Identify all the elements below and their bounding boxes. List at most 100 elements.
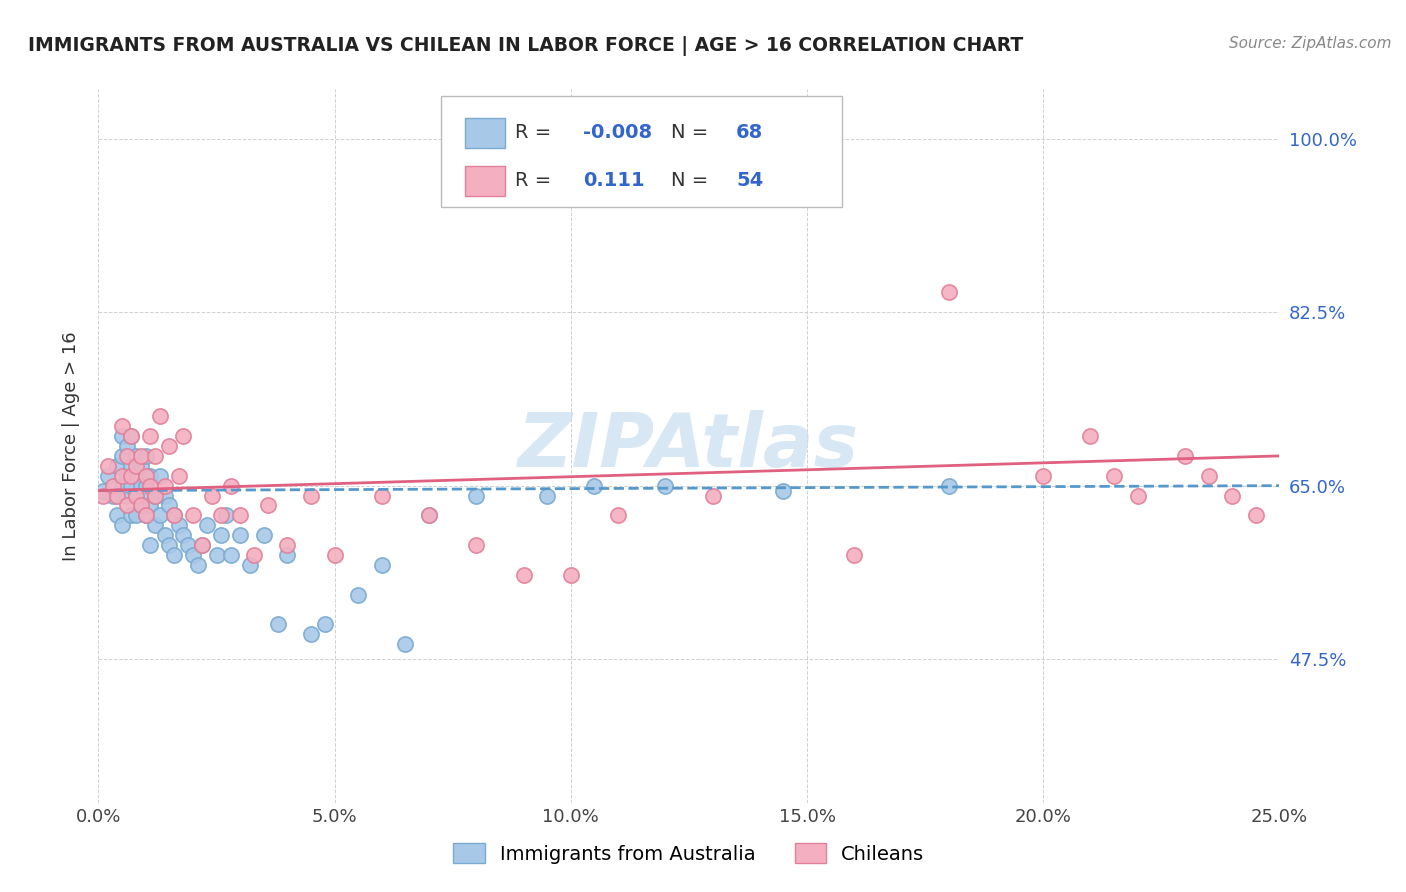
- Text: Source: ZipAtlas.com: Source: ZipAtlas.com: [1229, 36, 1392, 51]
- Point: [1032, 468, 1054, 483]
- Point: [215, 508, 238, 523]
- Point: [149, 409, 172, 424]
- Point: [121, 468, 143, 483]
- Point: [125, 468, 148, 483]
- Text: N =: N =: [671, 171, 714, 190]
- Point: [314, 617, 336, 632]
- Point: [149, 468, 172, 483]
- Point: [135, 449, 157, 463]
- Point: [111, 518, 134, 533]
- Point: [1174, 449, 1197, 463]
- Point: [111, 468, 134, 483]
- Point: [125, 489, 148, 503]
- Point: [257, 499, 280, 513]
- Point: [97, 458, 120, 473]
- Point: [253, 528, 276, 542]
- FancyBboxPatch shape: [464, 118, 505, 148]
- Y-axis label: In Labor Force | Age > 16: In Labor Force | Age > 16: [62, 331, 80, 561]
- Point: [1220, 489, 1243, 503]
- Point: [121, 508, 143, 523]
- Point: [157, 439, 180, 453]
- Point: [209, 508, 232, 523]
- Point: [135, 508, 157, 523]
- Point: [583, 478, 606, 492]
- Legend: Immigrants from Australia, Chileans: Immigrants from Australia, Chileans: [446, 836, 932, 871]
- Point: [195, 518, 218, 533]
- Point: [1102, 468, 1125, 483]
- Text: ZIPAtlas: ZIPAtlas: [519, 409, 859, 483]
- Point: [418, 508, 440, 523]
- Point: [187, 558, 209, 572]
- Point: [105, 489, 128, 503]
- Point: [125, 449, 148, 463]
- Point: [243, 548, 266, 562]
- Point: [157, 538, 180, 552]
- Point: [191, 538, 214, 552]
- Point: [267, 617, 290, 632]
- Point: [938, 285, 960, 300]
- Point: [1126, 489, 1149, 503]
- Point: [536, 489, 558, 503]
- Point: [418, 508, 440, 523]
- Point: [153, 489, 176, 503]
- Point: [91, 489, 114, 503]
- Point: [105, 458, 128, 473]
- Point: [347, 588, 370, 602]
- Point: [135, 478, 157, 492]
- Point: [465, 489, 488, 503]
- Point: [844, 548, 866, 562]
- Point: [115, 499, 138, 513]
- Point: [172, 528, 194, 542]
- Point: [139, 468, 162, 483]
- Point: [115, 489, 138, 503]
- Point: [229, 528, 252, 542]
- Point: [139, 478, 162, 492]
- Point: [143, 449, 166, 463]
- Point: [229, 508, 252, 523]
- Point: [129, 499, 152, 513]
- Point: [163, 508, 186, 523]
- Point: [135, 489, 157, 503]
- Point: [191, 538, 214, 552]
- Point: [153, 478, 176, 492]
- Point: [139, 538, 162, 552]
- Point: [938, 478, 960, 492]
- Point: [163, 548, 186, 562]
- Text: R =: R =: [516, 171, 558, 190]
- Point: [125, 489, 148, 503]
- Point: [167, 518, 190, 533]
- Point: [239, 558, 262, 572]
- Point: [371, 489, 394, 503]
- Point: [201, 489, 224, 503]
- Text: R =: R =: [516, 123, 558, 142]
- Point: [512, 567, 534, 582]
- Point: [129, 499, 152, 513]
- Point: [276, 538, 298, 552]
- Point: [115, 449, 138, 463]
- Point: [654, 478, 676, 492]
- Point: [135, 508, 157, 523]
- Point: [276, 548, 298, 562]
- Point: [111, 429, 134, 443]
- Point: [105, 508, 128, 523]
- Point: [97, 468, 120, 483]
- Point: [157, 499, 180, 513]
- Point: [163, 508, 186, 523]
- Point: [115, 439, 138, 453]
- Point: [172, 429, 194, 443]
- Point: [1244, 508, 1267, 523]
- Point: [772, 483, 794, 498]
- Point: [149, 508, 172, 523]
- Point: [205, 548, 228, 562]
- Point: [121, 478, 143, 492]
- Text: 54: 54: [737, 171, 763, 190]
- Point: [177, 538, 200, 552]
- Point: [111, 478, 134, 492]
- Point: [139, 499, 162, 513]
- Point: [1198, 468, 1220, 483]
- Point: [129, 478, 152, 492]
- FancyBboxPatch shape: [441, 96, 842, 207]
- Point: [143, 518, 166, 533]
- Point: [181, 508, 204, 523]
- Point: [143, 489, 166, 503]
